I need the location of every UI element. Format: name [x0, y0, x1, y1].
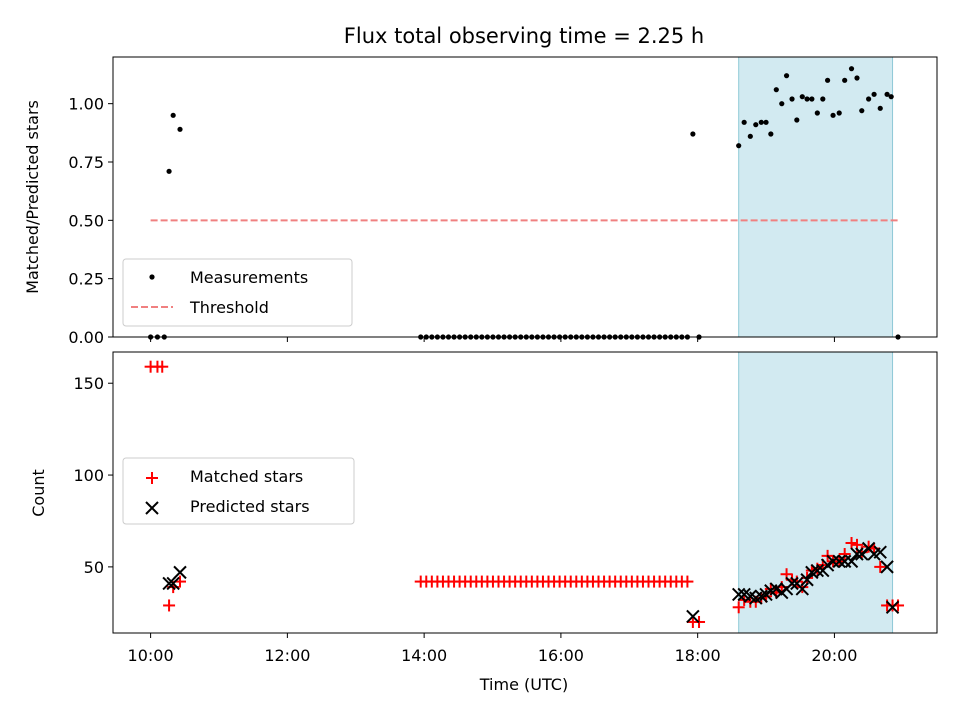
data-point-x [731, 587, 746, 602]
y-tick-label: 50 [84, 558, 104, 577]
bottom-panel-marks [144, 352, 905, 633]
data-point-plus [156, 360, 169, 373]
data-point [783, 73, 790, 79]
legend-frame [122, 457, 355, 525]
data-point [690, 131, 696, 137]
data-point [866, 96, 872, 102]
x-tick-label: 16:00 [538, 646, 584, 665]
top-panel-frame [112, 56, 938, 338]
data-point [170, 112, 176, 118]
data-point [884, 91, 890, 97]
data-point-plus [868, 542, 881, 555]
data-point [763, 119, 769, 125]
data-point [736, 143, 742, 149]
data-point-plus [681, 575, 694, 588]
legend-dot-marker [149, 274, 155, 280]
data-point-x [810, 563, 825, 578]
bottom-panel-ticks: 50 100 150 10:00 12:00 14:00 16:00 18:00 20:00 [73, 374, 857, 665]
top-panel-legend: Measurements Threshold [122, 258, 353, 327]
legend-label-predicted: Predicted stars [190, 497, 310, 516]
data-point [820, 96, 826, 102]
chart-title: Flux total observing time = 2.25 h [344, 24, 704, 48]
data-point [871, 91, 877, 97]
legend-label-measurements: Measurements [190, 268, 308, 287]
y-tick-label: 100 [73, 466, 104, 485]
bottom-panel-frame [112, 351, 938, 634]
data-point [859, 108, 865, 114]
data-point [830, 112, 836, 118]
bottom-panel: 50 100 150 10:00 12:00 14:00 16:00 18:00 20:00 C… [29, 351, 938, 694]
data-point-plus [862, 540, 875, 553]
data-point-x [785, 576, 799, 591]
legend-x-marker [145, 501, 159, 515]
y-tick-label: 0.50 [68, 211, 104, 230]
y-tick-label: 1.00 [68, 95, 104, 114]
x-tick-label: 12:00 [264, 646, 310, 665]
top-panel-shade [738, 57, 893, 337]
data-point [824, 77, 831, 83]
data-point [773, 87, 779, 93]
data-point-x [795, 582, 809, 596]
legend-label-matched: Matched stars [190, 467, 303, 486]
data-point [842, 77, 848, 83]
data-point-x [885, 600, 900, 614]
data-point [836, 110, 842, 116]
data-point-plus [163, 599, 176, 612]
legend-plus-marker [146, 472, 158, 484]
data-point [768, 131, 774, 137]
legend-label-threshold: Threshold [189, 298, 269, 317]
x-tick-label: 20:00 [811, 646, 857, 665]
data-point [888, 94, 894, 100]
data-point-x [173, 565, 187, 580]
y-tick-label: 150 [73, 374, 104, 393]
data-point [809, 96, 815, 102]
data-point [747, 133, 753, 139]
data-point-x [850, 547, 864, 561]
data-point [848, 66, 855, 72]
data-point-plus [796, 581, 809, 594]
top-panel: 0.00 0.25 0.50 0.75 1.00 Matched/Predicted s… [23, 56, 938, 347]
data-point-x [880, 560, 894, 574]
data-point-x [162, 576, 176, 591]
x-tick-label: 14:00 [401, 646, 447, 665]
data-point [753, 122, 759, 128]
data-point-x [873, 545, 887, 559]
data-point [166, 168, 172, 174]
data-point-x [166, 576, 180, 591]
data-point [794, 117, 800, 123]
data-point [758, 119, 764, 125]
data-point-x [826, 554, 840, 569]
data-point-plus [838, 548, 851, 561]
legend-frame [122, 258, 353, 327]
x-axis-label: Time (UTC) [479, 675, 568, 694]
data-point-x [844, 554, 859, 569]
data-point [789, 96, 795, 102]
data-point-x [832, 554, 846, 569]
data-point [854, 75, 860, 81]
data-point-x [686, 609, 700, 624]
top-panel-ticks: 0.00 0.25 0.50 0.75 1.00 [68, 95, 835, 347]
data-point-plus [845, 537, 858, 550]
bottom-panel-shade [738, 352, 893, 633]
data-point [814, 110, 820, 116]
y-tick-label: 0.00 [68, 328, 104, 347]
data-point [804, 96, 810, 102]
data-point-plus [732, 601, 745, 614]
data-point [877, 105, 883, 111]
bottom-panel-legend: Matched stars Predicted stars [122, 457, 355, 525]
top-panel-ylabel: Matched/Predicted stars [23, 100, 42, 294]
y-tick-label: 0.25 [68, 270, 104, 289]
data-point [177, 126, 183, 132]
data-point [799, 94, 805, 100]
data-point-plus [874, 560, 887, 573]
data-point [779, 101, 785, 107]
x-tick-label: 18:00 [675, 646, 721, 665]
y-tick-label: 0.75 [68, 153, 104, 172]
data-point [741, 119, 747, 125]
bottom-panel-ylabel: Count [29, 469, 48, 517]
x-tick-label: 10:00 [128, 646, 174, 665]
